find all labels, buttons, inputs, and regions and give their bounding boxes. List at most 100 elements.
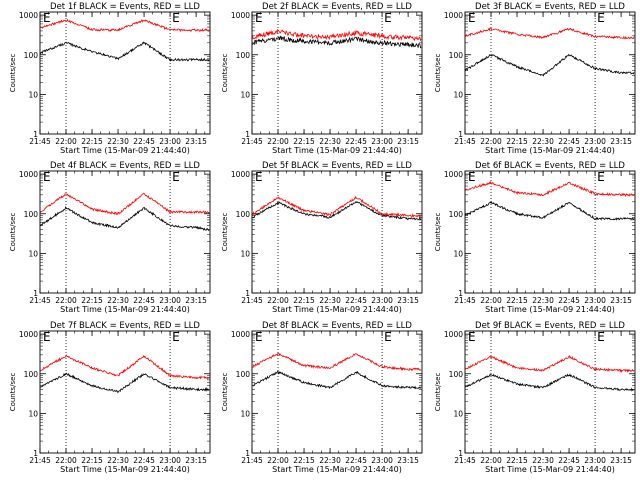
x-axis-label: Start Time (15-Mar-09 21:44:40): [60, 146, 190, 155]
x-tick-label: 22:30: [319, 456, 341, 465]
x-axis-label: Start Time (15-Mar-09 21:44:40): [272, 465, 402, 474]
x-tick-label: 23:00: [584, 296, 606, 305]
x-tick-label: 21:45: [29, 296, 51, 305]
x-tick-label: 22:00: [480, 137, 502, 146]
y-axis-label: Counts/sec: [434, 373, 442, 412]
y-tick-label: 100: [236, 51, 251, 60]
plot-frame: [251, 170, 423, 294]
event-marker-label: E: [43, 330, 51, 344]
series-line-lld: [40, 192, 210, 216]
y-tick-label: 1: [245, 449, 250, 458]
event-marker-label: E: [255, 170, 263, 184]
y-tick-label: 1000: [231, 11, 250, 20]
event-marker-label: E: [597, 170, 605, 184]
x-tick-label: 21:45: [454, 137, 476, 146]
panel-title: Det 9f BLACK = Events, RED = LLD: [475, 321, 625, 331]
y-tick-label: 100: [24, 210, 39, 219]
x-tick-label: 22:15: [81, 137, 103, 146]
x-tick-label: 23:15: [397, 137, 419, 146]
x-tick-label: 22:45: [133, 137, 155, 146]
y-tick-label: 1: [458, 130, 463, 139]
x-tick-label: 23:15: [610, 456, 632, 465]
x-axis-label: Start Time (15-Mar-09 21:44:40): [272, 305, 402, 314]
panel-title: Det 7f BLACK = Events, RED = LLD: [50, 321, 200, 331]
x-tick-label: 22:15: [81, 456, 103, 465]
event-marker-label: E: [255, 330, 263, 344]
x-tick-label: 22:45: [133, 456, 155, 465]
panel-title: Det 6f BLACK = Events, RED = LLD: [475, 161, 625, 171]
panel-title: Det 5f BLACK = Events, RED = LLD: [262, 161, 412, 171]
x-tick-label: 22:15: [293, 137, 315, 146]
series-line-events: [465, 53, 635, 77]
x-tick-label: 23:15: [185, 296, 207, 305]
y-tick-label: 100: [449, 370, 464, 379]
x-tick-label: 22:45: [345, 456, 367, 465]
y-tick-label: 1000: [19, 11, 38, 20]
x-tick-label: 23:15: [610, 296, 632, 305]
panel-det-5: Det 5f BLACK = Events, RED = LLD 21:45 22:…: [221, 161, 423, 314]
x-axis-label: Start Time (15-Mar-09 21:44:40): [485, 465, 615, 474]
x-tick-label: 23:00: [371, 137, 393, 146]
x-tick-label: 23:15: [610, 137, 632, 146]
x-tick-label: 22:15: [506, 296, 528, 305]
y-tick-label: 100: [236, 370, 251, 379]
y-tick-label: 1: [33, 449, 38, 458]
y-tick-label: 10: [28, 90, 38, 99]
panel-det-1: Det 1f BLACK = Events, RED = LLD 21:45 22:…: [9, 2, 211, 155]
series-line-lld: [252, 352, 422, 372]
y-tick-label: 100: [24, 370, 39, 379]
series-line-lld: [252, 195, 422, 218]
series-line-lld: [40, 18, 210, 33]
x-tick-label: 23:00: [371, 456, 393, 465]
panel-title: Det 8f BLACK = Events, RED = LLD: [262, 321, 412, 331]
y-axis-label: Counts/sec: [221, 373, 229, 412]
event-marker-label: E: [597, 330, 605, 344]
event-marker-label: E: [172, 330, 180, 344]
plot-frame: [464, 330, 636, 454]
x-tick-label: 23:00: [584, 456, 606, 465]
plot-frame: [39, 11, 211, 135]
y-tick-label: 1000: [444, 170, 463, 179]
x-tick-label: 23:00: [371, 296, 393, 305]
y-tick-label: 1000: [444, 330, 463, 339]
x-tick-label: 22:30: [319, 296, 341, 305]
series-line-lld: [465, 180, 635, 198]
plot-frame: [39, 170, 211, 294]
event-marker-label: E: [468, 11, 476, 25]
x-tick-label: 22:45: [558, 456, 580, 465]
event-marker-label: E: [384, 170, 392, 184]
x-axis-label: Start Time (15-Mar-09 21:44:40): [272, 146, 402, 155]
event-marker-label: E: [384, 330, 392, 344]
plot-frame: [251, 11, 423, 135]
event-marker-label: E: [468, 330, 476, 344]
x-tick-label: 22:15: [506, 137, 528, 146]
y-tick-label: 100: [236, 210, 251, 219]
x-tick-label: 22:30: [532, 456, 554, 465]
x-tick-label: 23:00: [584, 137, 606, 146]
y-tick-label: 10: [28, 249, 38, 258]
plot-frame: [39, 330, 211, 454]
plot-frame: [464, 11, 636, 135]
series-line-events: [40, 41, 210, 62]
panel-det-3: Det 3f BLACK = Events, RED = LLD 21:45 22:…: [434, 2, 636, 155]
event-marker-label: E: [43, 170, 51, 184]
y-tick-label: 1: [458, 289, 463, 298]
x-tick-label: 22:15: [81, 296, 103, 305]
x-axis-label: Start Time (15-Mar-09 21:44:40): [60, 305, 190, 314]
y-tick-label: 1: [33, 130, 38, 139]
x-tick-label: 22:30: [319, 137, 341, 146]
x-tick-label: 21:45: [29, 137, 51, 146]
y-tick-label: 1: [245, 289, 250, 298]
y-tick-label: 100: [24, 51, 39, 60]
x-tick-label: 22:45: [558, 137, 580, 146]
x-tick-label: 22:30: [107, 137, 129, 146]
y-tick-label: 1000: [231, 330, 250, 339]
panel-det-8: Det 8f BLACK = Events, RED = LLD 21:45 22:…: [221, 321, 423, 474]
panel-title: Det 3f BLACK = Events, RED = LLD: [475, 2, 625, 12]
y-axis-label: Counts/sec: [221, 213, 229, 252]
y-tick-label: 10: [240, 90, 250, 99]
x-tick-label: 23:15: [397, 296, 419, 305]
plot-frame: [464, 170, 636, 294]
x-tick-label: 22:30: [532, 296, 554, 305]
panel-title: Det 1f BLACK = Events, RED = LLD: [50, 2, 200, 12]
